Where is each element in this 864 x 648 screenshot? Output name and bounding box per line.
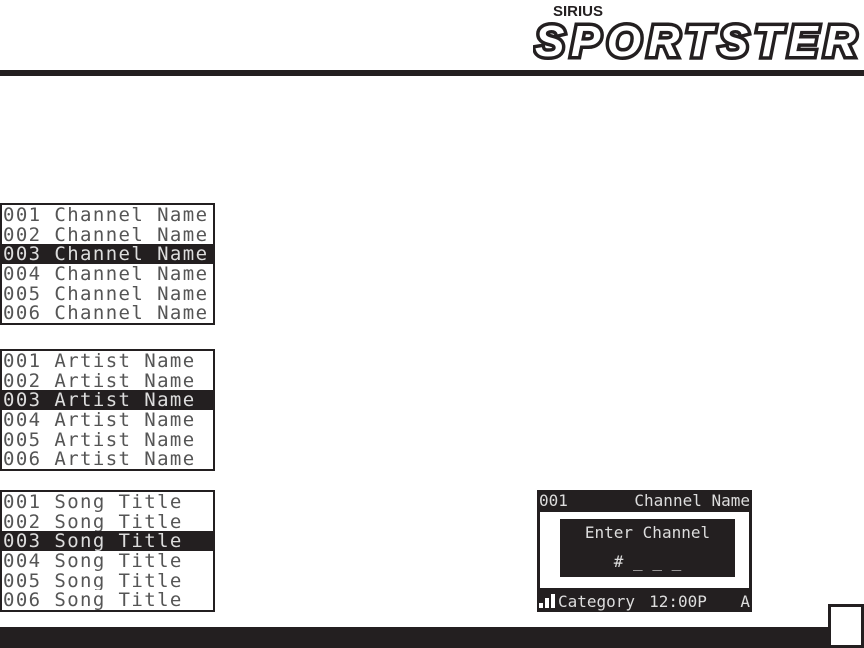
list-item: 005 Song Title	[3, 570, 183, 591]
svg-text:SPORTSTER: SPORTSTER	[535, 17, 857, 62]
list-item: 006 Artist Name	[3, 449, 196, 469]
category: Category	[558, 591, 636, 611]
sirius-sportster-logo: SIRIUS SPORTSTER	[533, 3, 860, 62]
list-item: 001 Channel Name	[3, 205, 209, 225]
list-item: 006 Channel Name	[3, 303, 209, 323]
list-item: 002 Song Title	[3, 511, 183, 532]
list-item: 004 Artist Name	[3, 409, 196, 430]
svg-text:SIRIUS: SIRIUS	[553, 3, 603, 20]
list-item: 004 Channel Name	[3, 263, 209, 284]
list-item: 003 Artist Name	[2, 390, 213, 410]
artist-list-screen: 001 Artist Name 002 Artist Name 003 Artist…	[0, 349, 215, 471]
footer-bar	[0, 627, 864, 648]
list-item: 004 Song Title	[3, 550, 183, 571]
list-item: 005 Channel Name	[3, 283, 209, 304]
page-number-box	[828, 604, 864, 648]
list-item: 006 Song Title	[3, 590, 183, 610]
mode: A	[740, 591, 750, 611]
list-item: 001 Artist Name	[3, 351, 196, 371]
channel-entry: # _ _ _	[613, 552, 682, 571]
list-item: 003 Song Title	[2, 531, 213, 551]
channel-name: Channel Name	[634, 491, 750, 510]
list-item: 002 Channel Name	[3, 224, 209, 245]
enter-channel-screen: 001 Channel Name Enter Channel # _ _ _ Ca…	[537, 490, 752, 612]
list-item: 005 Artist Name	[3, 429, 196, 450]
list-item: 001 Song Title	[3, 492, 183, 512]
signal-strength-icon	[539, 594, 555, 608]
song-list-screen: 001 Song Title 002 Song Title 003 Song Tit…	[0, 490, 215, 612]
channel-list-screen: 001 Channel Name 002 Channel Name 003 Chan…	[0, 203, 215, 325]
list-item: 002 Artist Name	[3, 370, 196, 391]
channel-number: 001	[539, 491, 568, 510]
header-rule	[0, 70, 864, 76]
prompt: Enter Channel	[584, 523, 711, 542]
clock: 12:00P	[649, 591, 707, 611]
list-item: 003 Channel Name	[2, 244, 213, 264]
enter-channel-dialog: Enter Channel # _ _ _	[560, 519, 735, 577]
